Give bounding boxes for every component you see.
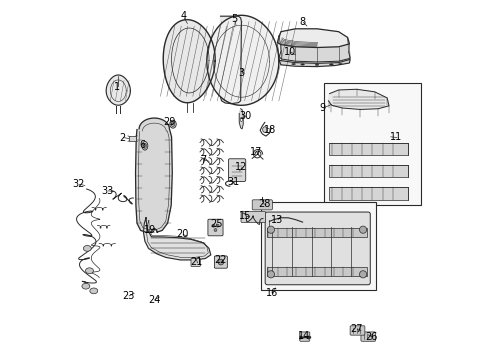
- Polygon shape: [277, 36, 350, 62]
- Polygon shape: [136, 118, 172, 232]
- Ellipse shape: [330, 64, 333, 65]
- FancyBboxPatch shape: [252, 200, 272, 210]
- Text: 13: 13: [271, 215, 284, 225]
- Circle shape: [360, 271, 367, 278]
- FancyBboxPatch shape: [350, 326, 365, 335]
- Text: 12: 12: [235, 162, 247, 172]
- Text: 15: 15: [239, 211, 251, 221]
- Bar: [328, 187, 408, 200]
- Text: 1: 1: [114, 82, 120, 92]
- Polygon shape: [106, 75, 130, 105]
- Text: 30: 30: [239, 111, 251, 121]
- Ellipse shape: [83, 246, 91, 251]
- Circle shape: [268, 226, 274, 233]
- Polygon shape: [144, 218, 211, 260]
- Text: 22: 22: [214, 255, 227, 265]
- Ellipse shape: [90, 288, 98, 294]
- Text: 29: 29: [163, 117, 175, 127]
- Text: 18: 18: [264, 125, 276, 135]
- Text: 4: 4: [181, 11, 187, 21]
- Text: 24: 24: [148, 294, 160, 305]
- Circle shape: [360, 226, 367, 233]
- Circle shape: [214, 229, 217, 231]
- Bar: [261, 202, 376, 290]
- Text: 26: 26: [365, 332, 377, 342]
- Text: 10: 10: [284, 47, 296, 57]
- Text: 6: 6: [139, 140, 146, 150]
- Text: 11: 11: [390, 132, 402, 142]
- Circle shape: [212, 224, 215, 227]
- FancyBboxPatch shape: [300, 332, 310, 341]
- Bar: [129, 136, 136, 141]
- Text: 20: 20: [176, 229, 188, 239]
- Polygon shape: [220, 16, 242, 104]
- Text: 25: 25: [210, 219, 222, 229]
- Bar: [267, 228, 367, 237]
- Polygon shape: [207, 15, 279, 105]
- FancyBboxPatch shape: [208, 219, 223, 236]
- Ellipse shape: [171, 122, 175, 126]
- FancyBboxPatch shape: [228, 159, 245, 181]
- Ellipse shape: [143, 143, 147, 148]
- Text: 8: 8: [299, 17, 306, 27]
- Polygon shape: [328, 89, 389, 109]
- FancyBboxPatch shape: [265, 212, 370, 285]
- FancyBboxPatch shape: [191, 258, 200, 266]
- Bar: [324, 83, 421, 205]
- Bar: [267, 267, 367, 276]
- Circle shape: [216, 224, 219, 227]
- Ellipse shape: [86, 268, 94, 274]
- Circle shape: [268, 271, 274, 278]
- Ellipse shape: [82, 283, 90, 289]
- Polygon shape: [239, 109, 243, 129]
- Polygon shape: [163, 20, 215, 103]
- Text: 5: 5: [231, 14, 237, 24]
- Ellipse shape: [263, 127, 267, 132]
- Text: 21: 21: [190, 257, 202, 267]
- Text: 3: 3: [238, 68, 245, 78]
- Ellipse shape: [339, 63, 342, 65]
- Text: 27: 27: [350, 324, 363, 334]
- Bar: [328, 143, 408, 155]
- FancyBboxPatch shape: [361, 332, 376, 341]
- Text: 33: 33: [101, 186, 114, 196]
- Text: 16: 16: [266, 288, 278, 298]
- Text: 2: 2: [120, 132, 126, 143]
- Text: 31: 31: [227, 177, 240, 187]
- Ellipse shape: [301, 64, 304, 65]
- Polygon shape: [277, 29, 349, 48]
- FancyBboxPatch shape: [241, 211, 266, 222]
- Text: 14: 14: [298, 330, 311, 341]
- Ellipse shape: [292, 63, 295, 65]
- Text: 28: 28: [259, 199, 271, 210]
- Ellipse shape: [315, 64, 319, 66]
- Text: 19: 19: [144, 225, 156, 235]
- Circle shape: [218, 259, 224, 265]
- Ellipse shape: [170, 120, 176, 128]
- Ellipse shape: [241, 117, 242, 122]
- Text: 9: 9: [319, 103, 325, 113]
- Text: 32: 32: [73, 179, 85, 189]
- Ellipse shape: [142, 141, 148, 150]
- FancyBboxPatch shape: [215, 256, 227, 268]
- Bar: [328, 165, 408, 177]
- Polygon shape: [278, 58, 350, 67]
- Text: 17: 17: [249, 147, 262, 157]
- Text: 23: 23: [122, 291, 134, 301]
- Text: 7: 7: [200, 155, 207, 165]
